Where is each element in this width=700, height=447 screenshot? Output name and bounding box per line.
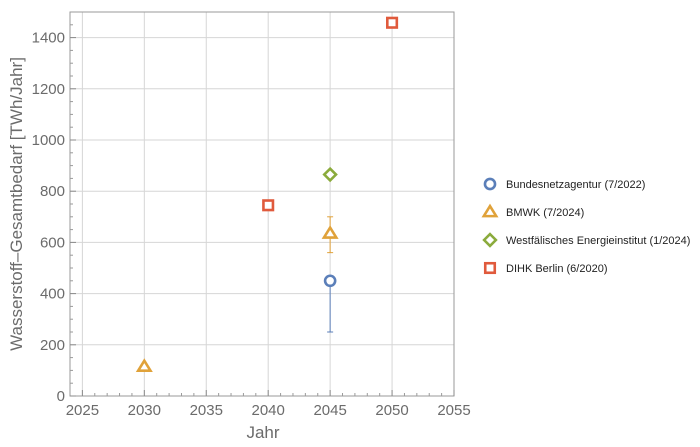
y-tick-label: 800 [40, 183, 65, 200]
y-tick-label: 600 [40, 234, 65, 251]
x-tick-label: 2040 [252, 402, 285, 419]
y-tick-label: 1200 [32, 81, 65, 98]
legend: Bundesnetzagentur (7/2022) BMWK (7/2024) W… [481, 177, 690, 275]
y-tick-label: 400 [40, 286, 65, 303]
point-triangle-1-1 [321, 225, 339, 239]
point-square-3-0 [262, 199, 275, 212]
ticks: 2025 2030 2035 2040 2045 2050 2055 0 200 400 600 80… [32, 11, 471, 419]
legend-marker-3 [483, 261, 497, 275]
x-tick-label: 2050 [375, 402, 408, 419]
x-tick-label: 2055 [437, 402, 470, 419]
point-square-3-1 [386, 16, 399, 29]
y-tick-label: 1000 [32, 132, 65, 149]
y-axis-title: Wasserstoff–Gesamtbedarf [TWh/Jahr] [7, 57, 26, 351]
legend-label-3: DIHK Berlin (6/2020) [506, 263, 608, 275]
x-tick-label: 2030 [128, 402, 161, 419]
legend-marker-0 [483, 177, 497, 191]
x-tick-label: 2045 [313, 402, 346, 419]
plot-frame [69, 11, 455, 397]
legend-marker-2 [482, 232, 498, 248]
legend-marker-1 [481, 203, 499, 218]
point-circle-0-0 [323, 274, 337, 288]
y-tick-label: 1400 [32, 30, 65, 47]
y-tick-label: 0 [57, 388, 65, 405]
grid [70, 12, 455, 397]
data-points [135, 16, 399, 372]
x-tick-label: 2025 [66, 402, 99, 419]
legend-label-0: Bundesnetzagentur (7/2022) [506, 179, 645, 191]
legend-label-2: Westfälisches Energieinstitut (1/2024) [506, 235, 690, 247]
point-triangle-1-0 [135, 358, 153, 372]
x-tick-label: 2035 [190, 402, 223, 419]
point-diamond-2-0 [322, 166, 338, 183]
x-axis-title: Jahr [246, 423, 279, 442]
legend-label-1: BMWK (7/2024) [506, 207, 584, 219]
y-tick-label: 200 [40, 337, 65, 354]
